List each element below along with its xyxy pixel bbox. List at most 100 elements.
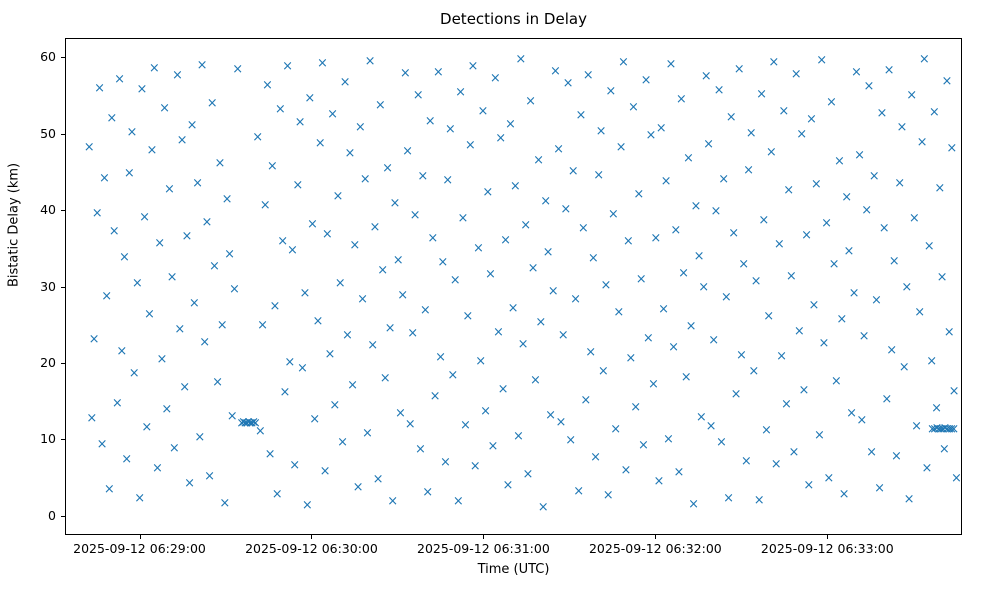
scatter-point: ×: [625, 351, 637, 367]
scatter-point: ×: [575, 108, 587, 124]
scatter-point: ×: [382, 161, 393, 177]
scatter-point: ×: [424, 113, 436, 129]
scatter-point: ×: [778, 103, 790, 119]
scatter-point: ×: [515, 52, 527, 68]
scatter-point: ×: [705, 418, 717, 434]
scatter-point: ×: [419, 303, 431, 319]
scatter-point: ×: [449, 272, 461, 288]
scatter-point: ×: [188, 296, 200, 312]
scatter-point: ×: [224, 247, 236, 263]
scatter-point: ×: [146, 142, 158, 158]
scatter-point: ×: [743, 162, 755, 178]
scatter-point: ×: [219, 496, 231, 512]
scatter-point: ×: [327, 106, 338, 122]
y-tick-label: 60: [40, 49, 56, 65]
scatter-point: ×: [733, 61, 745, 77]
scatter-point: ×: [740, 454, 752, 470]
scatter-point: ×: [294, 115, 306, 131]
scatter-point: ×: [645, 128, 657, 144]
scatter-point: ×: [562, 76, 574, 92]
scatter-point: ×: [785, 269, 797, 285]
scatter-point: ×: [545, 408, 557, 424]
scatter-point: ×: [753, 493, 765, 509]
scatter-point: ×: [248, 415, 260, 431]
scatter-point: ×: [798, 383, 810, 399]
scatter-point: ×: [803, 477, 815, 493]
scatter-point: ×: [662, 431, 674, 447]
scatter-point: ×: [854, 148, 865, 164]
scatter-point: ×: [928, 105, 940, 121]
scatter-point: ×: [565, 433, 577, 449]
y-tick-label: 10: [40, 431, 56, 447]
scatter-point: ×: [439, 455, 451, 471]
scatter-point: ×: [577, 221, 589, 237]
scatter-point: ×: [239, 416, 251, 432]
scatter-point: ×: [888, 254, 900, 270]
scatter-point: ×: [289, 458, 301, 474]
scatter-point: ×: [517, 337, 529, 353]
scatter-point: ×: [876, 106, 888, 122]
scatter-point: ×: [249, 415, 261, 431]
scatter-point: ×: [587, 251, 599, 267]
scatter-point: ×: [292, 178, 304, 194]
plot-area: × × × × × × × × × × × × × × × × × × × × × × × × × × × × × × × × × × × × × × × ×…: [65, 38, 962, 535]
scatter-point: ×: [929, 422, 941, 438]
scatter-point: ×: [522, 467, 534, 483]
scatter-point: ×: [139, 210, 150, 226]
scatter-point: ×: [948, 384, 960, 400]
scatter-point: ×: [756, 87, 767, 103]
scatter-point: ×: [796, 127, 808, 143]
scatter-point: ×: [550, 64, 561, 80]
scatter-point: ×: [718, 172, 730, 188]
scatter-point: ×: [475, 353, 487, 369]
y-tick-label: 30: [40, 278, 56, 294]
scatter-point: ×: [615, 139, 627, 155]
scatter-point: ×: [88, 332, 100, 348]
scatter-point: ×: [339, 74, 351, 90]
scatter-point: ×: [580, 393, 592, 409]
scatter-point: ×: [640, 73, 652, 89]
scatter-point: ×: [134, 491, 146, 507]
scatter-point: ×: [540, 194, 552, 210]
scatter-point: ×: [688, 496, 700, 512]
scatter-point: ×: [557, 328, 569, 344]
scatter-point: ×: [570, 291, 581, 307]
scatter-point: ×: [252, 129, 264, 145]
scatter-point: ×: [808, 298, 820, 314]
scatter-point: ×: [254, 424, 266, 440]
scatter-point: ×: [738, 256, 750, 272]
scatter-point: ×: [282, 58, 293, 74]
scatter-point: ×: [537, 499, 549, 515]
scatter-point: ×: [818, 336, 830, 352]
scatter-point: ×: [196, 57, 208, 73]
scatter-point: ×: [861, 203, 873, 219]
scatter-point: ×: [665, 57, 677, 73]
scatter-point: ×: [886, 343, 898, 359]
scatter-point: ×: [883, 63, 895, 79]
scatter-point: ×: [610, 421, 622, 437]
scatter-point: ×: [936, 269, 948, 285]
scatter-point: ×: [359, 171, 371, 187]
scatter-point: ×: [768, 54, 780, 70]
scatter-point: ×: [427, 231, 439, 247]
scatter-point: ×: [763, 308, 775, 324]
scatter-point: ×: [447, 368, 459, 384]
scatter-point: ×: [903, 492, 915, 508]
scatter-point: ×: [695, 410, 707, 426]
scatter-point: ×: [241, 415, 253, 431]
scatter-point: ×: [116, 343, 128, 359]
scatter-point: ×: [750, 274, 762, 290]
scatter-point: ×: [480, 404, 491, 420]
scatter-point: ×: [264, 447, 276, 463]
scatter-point: ×: [939, 421, 951, 437]
y-tick-label: 20: [40, 354, 56, 370]
scatter-point: ×: [184, 476, 195, 492]
x-tick-mark: [483, 535, 485, 539]
x-tick-label: 2025-09-12 06:32:00: [588, 541, 722, 556]
scatter-point: ×: [312, 314, 324, 330]
scatter-point: ×: [352, 480, 364, 496]
scatter-point: ×: [374, 97, 386, 113]
scatter-point: ×: [103, 482, 115, 498]
scatter-point: ×: [658, 302, 669, 318]
